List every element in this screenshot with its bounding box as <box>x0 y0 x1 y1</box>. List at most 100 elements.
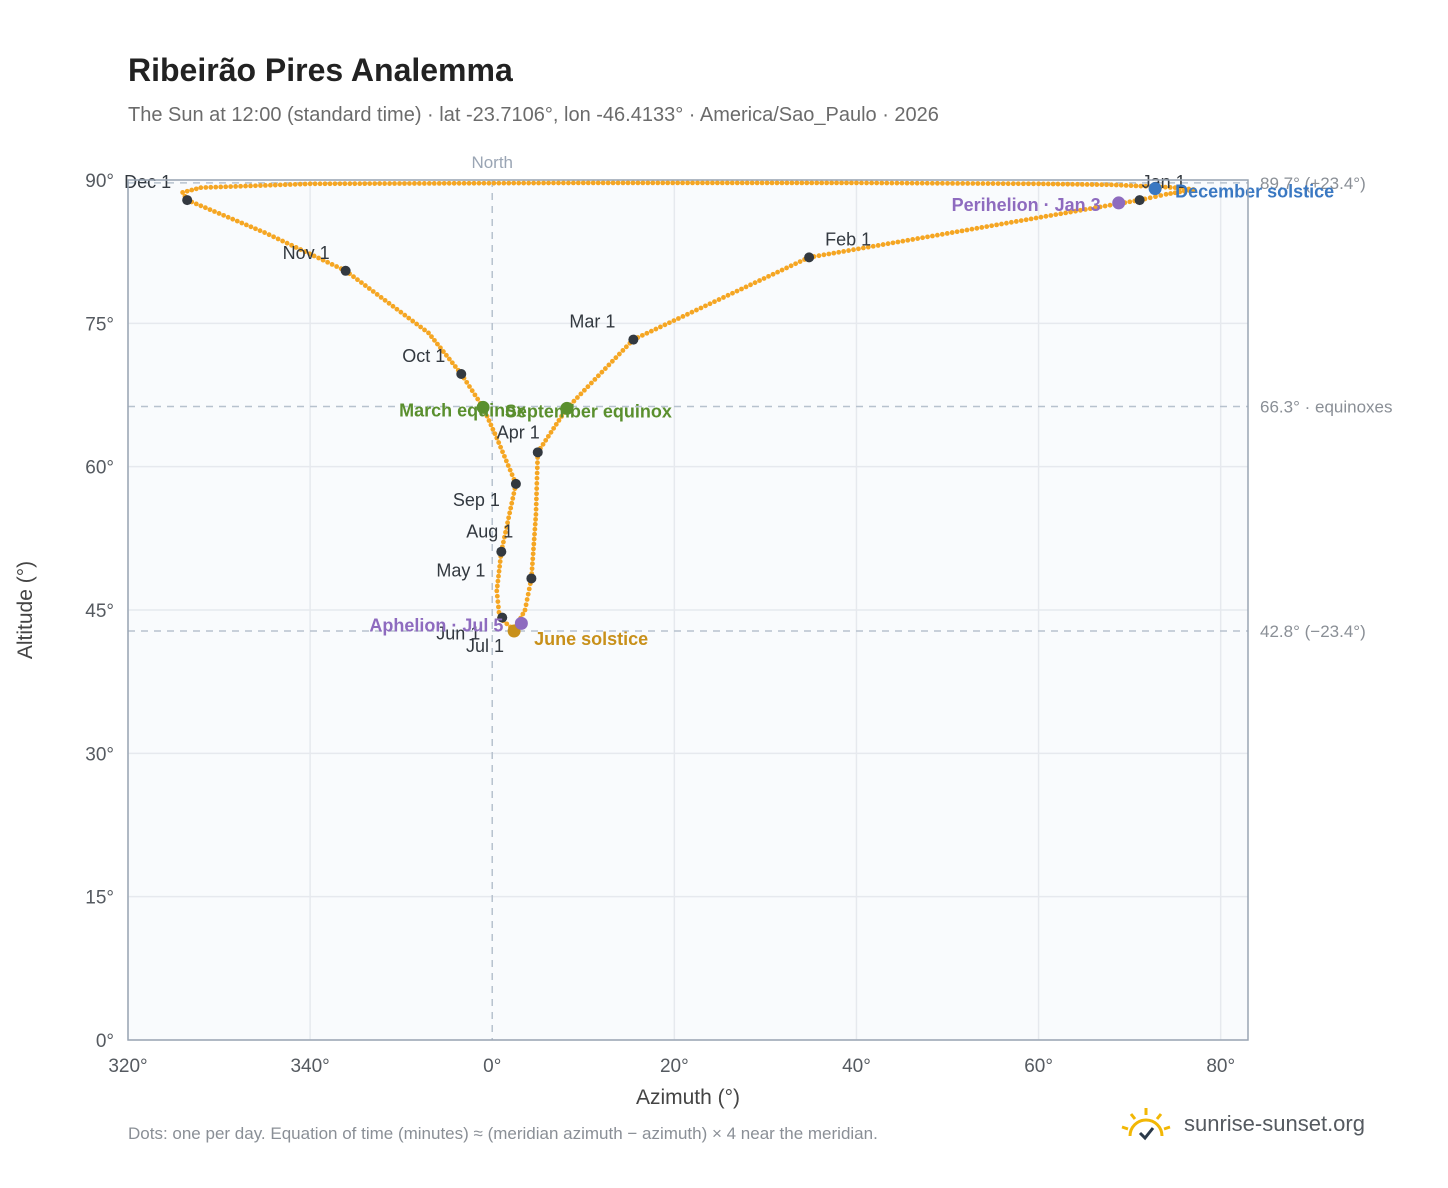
daily-dot <box>914 180 920 186</box>
daily-dot <box>836 249 842 255</box>
daily-dot <box>1167 185 1173 190</box>
daily-dot <box>1177 189 1183 195</box>
daily-dot <box>253 226 258 232</box>
daily-dot <box>675 180 681 186</box>
daily-dot <box>559 413 564 419</box>
daily-dot <box>1163 191 1169 197</box>
daily-dot <box>351 274 356 280</box>
daily-dot <box>1107 202 1113 208</box>
x-tick-label: 340° <box>290 1056 329 1077</box>
daily-dot <box>510 496 516 501</box>
daily-dot <box>960 181 966 186</box>
daily-dot <box>841 249 847 254</box>
daily-dot <box>531 541 537 547</box>
daily-dot <box>334 264 340 269</box>
daily-dots <box>180 180 1196 633</box>
daily-dot <box>525 591 531 597</box>
daily-dot <box>1043 213 1049 219</box>
daily-dot <box>759 180 765 186</box>
daily-dot <box>546 180 551 186</box>
daily-dot <box>534 470 540 476</box>
daily-dot <box>180 190 186 195</box>
daily-dot <box>545 433 551 439</box>
daily-dot <box>262 230 267 235</box>
daily-dot <box>949 230 955 235</box>
daily-dot <box>322 181 328 187</box>
daily-dot <box>414 321 420 327</box>
daily-dot <box>509 500 515 506</box>
daily-dot <box>939 231 945 237</box>
daily-dot <box>994 222 999 228</box>
brand-name: sunrise-sunset.org <box>1184 1111 1365 1136</box>
daily-dot <box>266 232 272 238</box>
daily-dot <box>700 180 705 186</box>
daily-dot <box>507 467 513 473</box>
daily-dot <box>797 259 803 265</box>
daily-dot <box>496 180 502 186</box>
brand[interactable]: sunrise-sunset.org <box>1120 1102 1365 1146</box>
daily-dot <box>370 289 376 294</box>
daily-dot <box>357 181 363 187</box>
daily-dot <box>533 506 539 512</box>
daily-dot <box>551 180 556 186</box>
daily-dot <box>874 180 880 186</box>
daily-dot <box>541 180 546 186</box>
event-label: September equinox <box>505 401 672 421</box>
daily-dot <box>794 180 800 186</box>
daily-dot <box>671 318 677 324</box>
daily-dot <box>623 344 629 350</box>
daily-dot <box>616 351 622 357</box>
daily-dot <box>316 255 322 261</box>
daily-dot <box>769 180 775 186</box>
x-tick-label: 60° <box>1024 1056 1053 1077</box>
daily-dot <box>449 360 455 366</box>
daily-dot <box>275 236 281 242</box>
daily-dot <box>443 352 449 358</box>
month-marker <box>1134 195 1145 206</box>
daily-dot <box>282 182 288 188</box>
daily-dot <box>292 181 298 187</box>
daily-dot <box>534 480 540 486</box>
daily-dot <box>779 180 785 186</box>
month-marker-label: Apr 1 <box>497 422 540 442</box>
y-tick-label: 45° <box>85 601 114 622</box>
daily-dot <box>749 180 755 186</box>
daily-dot <box>1013 219 1019 224</box>
daily-dot <box>595 180 601 186</box>
daily-dot <box>630 180 636 186</box>
month-marker <box>497 612 508 623</box>
daily-dot <box>574 395 580 400</box>
daily-dot <box>504 621 510 627</box>
daily-dot <box>849 180 854 186</box>
daily-dot <box>532 526 538 532</box>
daily-dot <box>239 220 245 226</box>
daily-dot <box>390 303 396 309</box>
daily-dot <box>475 396 481 402</box>
daily-dot <box>588 380 594 386</box>
daily-dot <box>467 384 472 389</box>
daily-dot <box>602 366 608 371</box>
daily-dot <box>774 180 780 186</box>
daily-dot <box>748 282 753 288</box>
daily-dot <box>523 602 529 608</box>
daily-dot <box>501 539 506 545</box>
daily-dot <box>595 373 601 379</box>
daily-dot <box>1008 219 1014 225</box>
daily-dot <box>230 216 236 222</box>
daily-dot <box>325 259 331 265</box>
daily-dot <box>198 203 204 209</box>
daily-dot <box>716 297 722 302</box>
daily-dot <box>1099 182 1105 188</box>
daily-dot <box>1158 193 1164 198</box>
event-marker <box>1148 182 1162 196</box>
daily-dot <box>944 231 950 236</box>
daily-dot <box>920 235 925 241</box>
daily-dot <box>789 180 795 186</box>
daily-dot <box>1087 206 1093 212</box>
daily-dot <box>469 388 475 394</box>
daily-dot <box>712 299 717 305</box>
daily-dot <box>834 180 839 186</box>
daily-dot <box>426 330 431 336</box>
daily-dot <box>710 180 715 186</box>
daily-dot <box>1005 181 1011 187</box>
